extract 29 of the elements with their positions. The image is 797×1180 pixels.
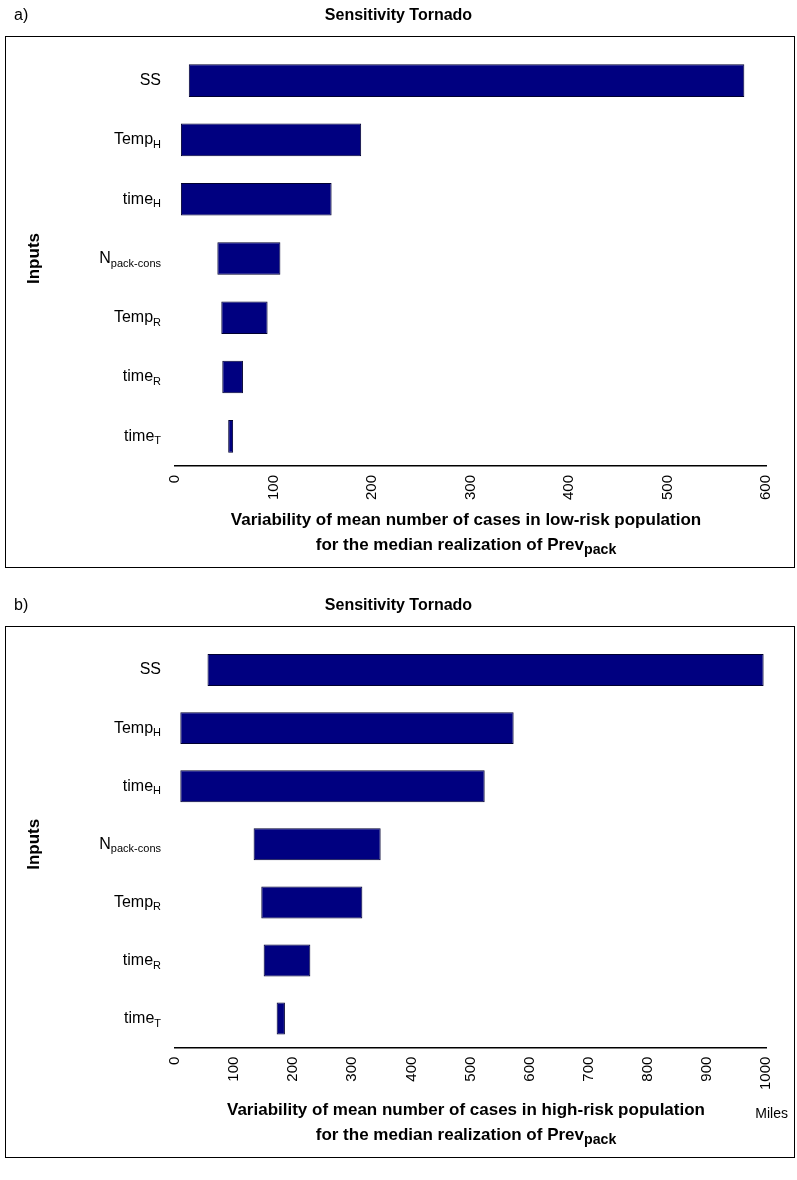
text: Miles	[755, 1105, 788, 1121]
x-tick-label: 500	[460, 1056, 478, 1082]
x-tick-label: 400	[401, 1056, 419, 1082]
x-axis-title: Variability of mean number of cases in high-risk population for the median realization of Prev$_{pack}$	[227, 1100, 705, 1148]
x-tick-label: 200	[283, 1056, 301, 1082]
chart-title: Sensitivity Tornado	[324, 596, 473, 613]
chart-title: Sensitivity Tornado	[324, 6, 473, 23]
x-tick-label: 100	[263, 474, 281, 500]
x-tick-label: 700	[578, 1056, 596, 1082]
x-tick-label: 600	[519, 1056, 537, 1082]
x-tick-label: 900	[697, 1056, 715, 1082]
x-tick-label: 100	[224, 1056, 242, 1082]
x-tick-label: 1000	[756, 1056, 774, 1091]
x-tick-label: 0	[165, 474, 183, 484]
x-axis-title: Variability of mean number of cases in low-risk population for the median realization of Prev$_{pack}$	[229, 509, 703, 560]
x-tick-label: 200	[362, 474, 380, 500]
x-tick-label: 0	[165, 1056, 183, 1065]
x-tick-label: 300	[460, 474, 478, 500]
y-tick-label: SS	[139, 71, 161, 89]
x-tick-label: 600	[756, 474, 774, 500]
x-tick-label: 400	[559, 474, 577, 500]
text: b)	[14, 596, 29, 614]
y-axis-title: Inputs	[23, 818, 43, 870]
y-tick-label: SS	[139, 660, 161, 678]
text: a)	[14, 6, 29, 24]
x-tick-label: 800	[637, 1056, 655, 1082]
y-axis-title: Inputs	[23, 232, 43, 284]
x-tick-label: 300	[342, 1056, 360, 1082]
x-tick-label: 500	[657, 474, 675, 500]
